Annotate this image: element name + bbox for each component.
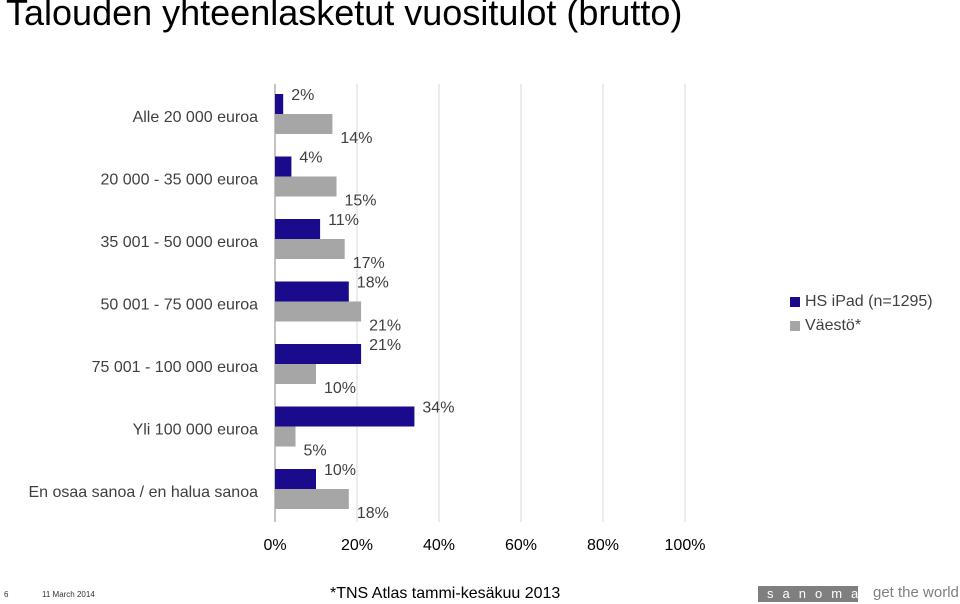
category-label: Yli 100 000 euroa [133, 422, 259, 439]
page-number: 6 [4, 590, 9, 599]
data-label: 11% [328, 212, 359, 229]
bar-vaesto [275, 426, 296, 447]
legend-item-hs-ipad: HS iPad (n=1295) [790, 290, 933, 314]
bar-hs-ipad [275, 469, 316, 489]
category-label: 50 001 - 75 000 euroa [101, 297, 259, 314]
data-label: 2% [291, 87, 314, 104]
data-label: 18% [357, 505, 389, 522]
data-label: 5% [304, 443, 327, 460]
x-tick-label: 60% [505, 537, 537, 554]
data-label: 21% [369, 318, 401, 335]
sanoma-logo: sanoma [758, 586, 858, 602]
bar-hs-ipad [275, 344, 362, 364]
brand-tagline: get the world [873, 584, 959, 601]
bar-hs-ipad [275, 94, 284, 114]
category-label: Alle 20 000 euroa [133, 109, 259, 126]
x-tick-label: 0% [263, 537, 286, 554]
bar-vaesto [275, 489, 349, 509]
x-tick-label: 80% [587, 537, 619, 554]
data-label: 34% [422, 400, 454, 417]
bar-hs-ipad [275, 156, 292, 177]
x-tick-label: 100% [665, 537, 706, 554]
data-label: 4% [299, 150, 322, 167]
category-label: 35 001 - 50 000 euroa [101, 234, 259, 251]
bar-vaesto [275, 176, 337, 197]
data-label: 14% [340, 130, 372, 147]
x-tick-label: 40% [423, 537, 455, 554]
bar-vaesto [275, 239, 345, 259]
chart-title: Talouden yhteenlasketut vuositulot (brut… [6, 0, 683, 33]
bar-hs-ipad [275, 219, 321, 239]
category-label: 75 001 - 100 000 euroa [92, 359, 258, 376]
bar-hs-ipad [275, 406, 415, 427]
category-label: En osaa sanoa / en halua sanoa [28, 484, 258, 501]
footer-date: 11 March 2014 [42, 590, 95, 599]
data-label: 21% [369, 337, 401, 354]
data-label: 10% [324, 462, 356, 479]
legend-item-vaesto: Väestö* [790, 314, 933, 338]
data-label: 10% [324, 380, 356, 397]
data-label: 15% [345, 193, 377, 210]
bar-vaesto [275, 301, 362, 322]
legend-swatch-hs-ipad [790, 297, 800, 307]
legend-swatch-vaesto [790, 321, 800, 331]
bar-hs-ipad [275, 281, 349, 302]
category-label: 20 000 - 35 000 euroa [101, 172, 259, 189]
bar-vaesto [275, 114, 333, 134]
source-note: *TNS Atlas tammi-kesäkuu 2013 [330, 585, 561, 602]
bar-vaesto [275, 364, 316, 384]
x-tick-label: 20% [341, 537, 373, 554]
data-label: 18% [357, 275, 389, 292]
legend: HS iPad (n=1295) Väestö* [790, 290, 933, 338]
legend-label-hs-ipad: HS iPad (n=1295) [805, 293, 933, 310]
data-label: 17% [353, 255, 385, 272]
legend-label-vaesto: Väestö* [805, 317, 862, 334]
